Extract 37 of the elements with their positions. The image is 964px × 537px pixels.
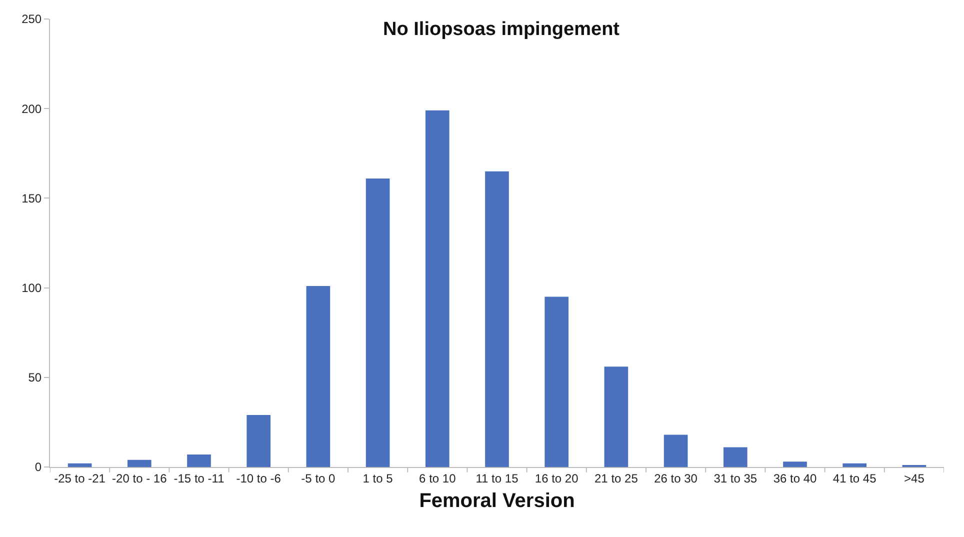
- x-tick-label: 1 to 5: [362, 471, 394, 486]
- x-tick-label: >45: [904, 471, 925, 486]
- bar: [425, 110, 450, 467]
- x-tick-label: 11 to 15: [476, 471, 519, 486]
- bar: [306, 286, 330, 467]
- bar: [842, 463, 867, 467]
- x-axis-title: Femoral Version: [419, 490, 575, 512]
- bar: [544, 296, 569, 467]
- x-tick-label: 6 to 10: [419, 471, 456, 486]
- x-tick-label: -10 to -6: [236, 471, 282, 486]
- x-tick-label: 36 to 40: [773, 471, 818, 486]
- x-tick-label: -20 to - 16: [112, 471, 168, 486]
- y-tick-label: 150: [22, 191, 42, 206]
- bar: [783, 462, 807, 467]
- y-tick-label: 200: [22, 102, 42, 116]
- x-tick-label: 41 to 45: [832, 471, 877, 486]
- bar: [664, 434, 688, 467]
- x-tick-label: -5 to 0: [301, 471, 336, 486]
- x-tick-label: 26 to 30: [654, 471, 698, 486]
- bar: [723, 447, 748, 467]
- bar: [485, 171, 509, 467]
- bar: [604, 366, 628, 467]
- y-tick-label: 0: [34, 460, 42, 474]
- bar: [68, 463, 92, 467]
- bar: [246, 415, 271, 467]
- x-tick-label: -15 to -11: [174, 471, 225, 486]
- y-tick-label: 50: [28, 370, 42, 385]
- bar: [127, 460, 152, 467]
- chart-title: No Iliopsoas impingement: [383, 18, 620, 40]
- bar: [187, 454, 211, 467]
- x-tick-label: 31 to 35: [714, 471, 758, 486]
- x-tick-label: -25 to -21: [54, 471, 106, 486]
- y-tick-label: 100: [22, 281, 42, 295]
- bar: [366, 178, 390, 467]
- x-tick-label: 21 to 25: [594, 471, 638, 486]
- y-tick-label: 250: [22, 12, 42, 26]
- x-tick-label: 16 to 20: [534, 471, 579, 486]
